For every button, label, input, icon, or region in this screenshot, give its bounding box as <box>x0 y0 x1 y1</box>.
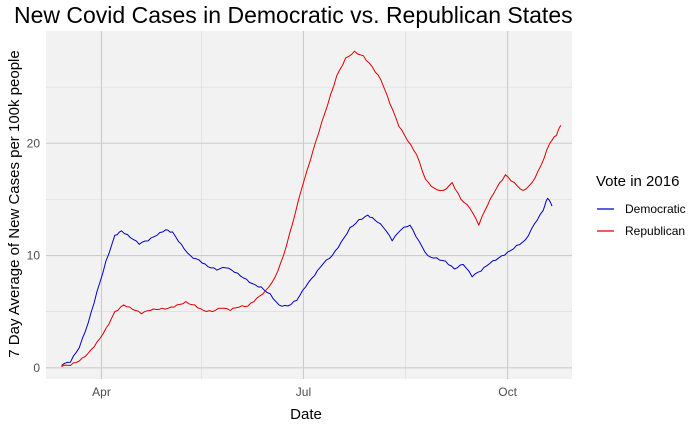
series-layer <box>61 50 562 368</box>
y-axis-title: 7 Day Average of New Cases per 100k peop… <box>6 50 23 357</box>
x-axis-title: Date <box>290 406 322 423</box>
x-axis-tick-labels: Apr Jul Oct <box>92 385 517 399</box>
series-line-democratic <box>61 197 553 366</box>
plot-panel <box>46 31 572 379</box>
y-axis-tick-labels: 0 10 20 <box>27 136 41 375</box>
x-tick-label: Apr <box>92 385 111 399</box>
minor-gridlines <box>46 31 572 379</box>
major-gridlines <box>46 31 572 379</box>
x-tick-label: Oct <box>498 385 517 399</box>
series-line-republican <box>61 50 562 368</box>
x-tick-label: Jul <box>296 385 311 399</box>
legend-label-republican: Republican <box>625 224 685 238</box>
y-tick-label: 10 <box>27 249 41 263</box>
legend: Vote in 2016 Democratic Republican <box>596 173 686 238</box>
y-tick-label: 0 <box>33 361 40 375</box>
chart-title: New Covid Cases in Democratic vs. Republ… <box>14 2 573 28</box>
legend-items: Democratic Republican <box>597 202 686 238</box>
legend-title: Vote in 2016 <box>596 173 679 190</box>
y-tick-label: 20 <box>27 136 41 150</box>
legend-label-democratic: Democratic <box>625 202 686 216</box>
